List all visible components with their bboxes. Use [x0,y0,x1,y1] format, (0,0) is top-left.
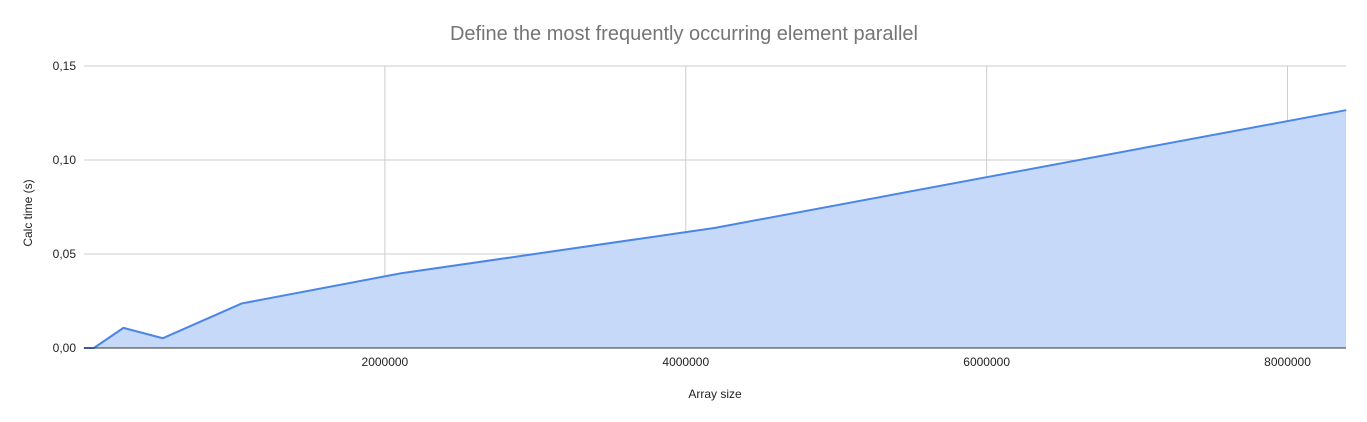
y-tick-label: 0,15 [53,59,77,73]
data-point [714,227,716,229]
chart-title: Define the most frequently occurring ele… [450,23,918,45]
y-tick-label: 0,05 [53,247,77,261]
y-tick-label: 0,00 [53,341,77,355]
data-point [1345,109,1347,111]
data-point [399,273,400,275]
x-tick-label: 2000000 [362,355,409,369]
series-line [84,109,1347,349]
y-axis-title: Calc time (s) [21,179,35,246]
data-point [122,327,124,329]
y-tick-label: 0,10 [53,153,77,167]
data-point [241,302,243,304]
x-axis-title: Array size [688,387,742,401]
data-point [162,337,164,339]
x-tick-label: 8000000 [1264,355,1311,369]
x-tick-label: 6000000 [963,355,1010,369]
x-tick-label: 4000000 [662,355,709,369]
